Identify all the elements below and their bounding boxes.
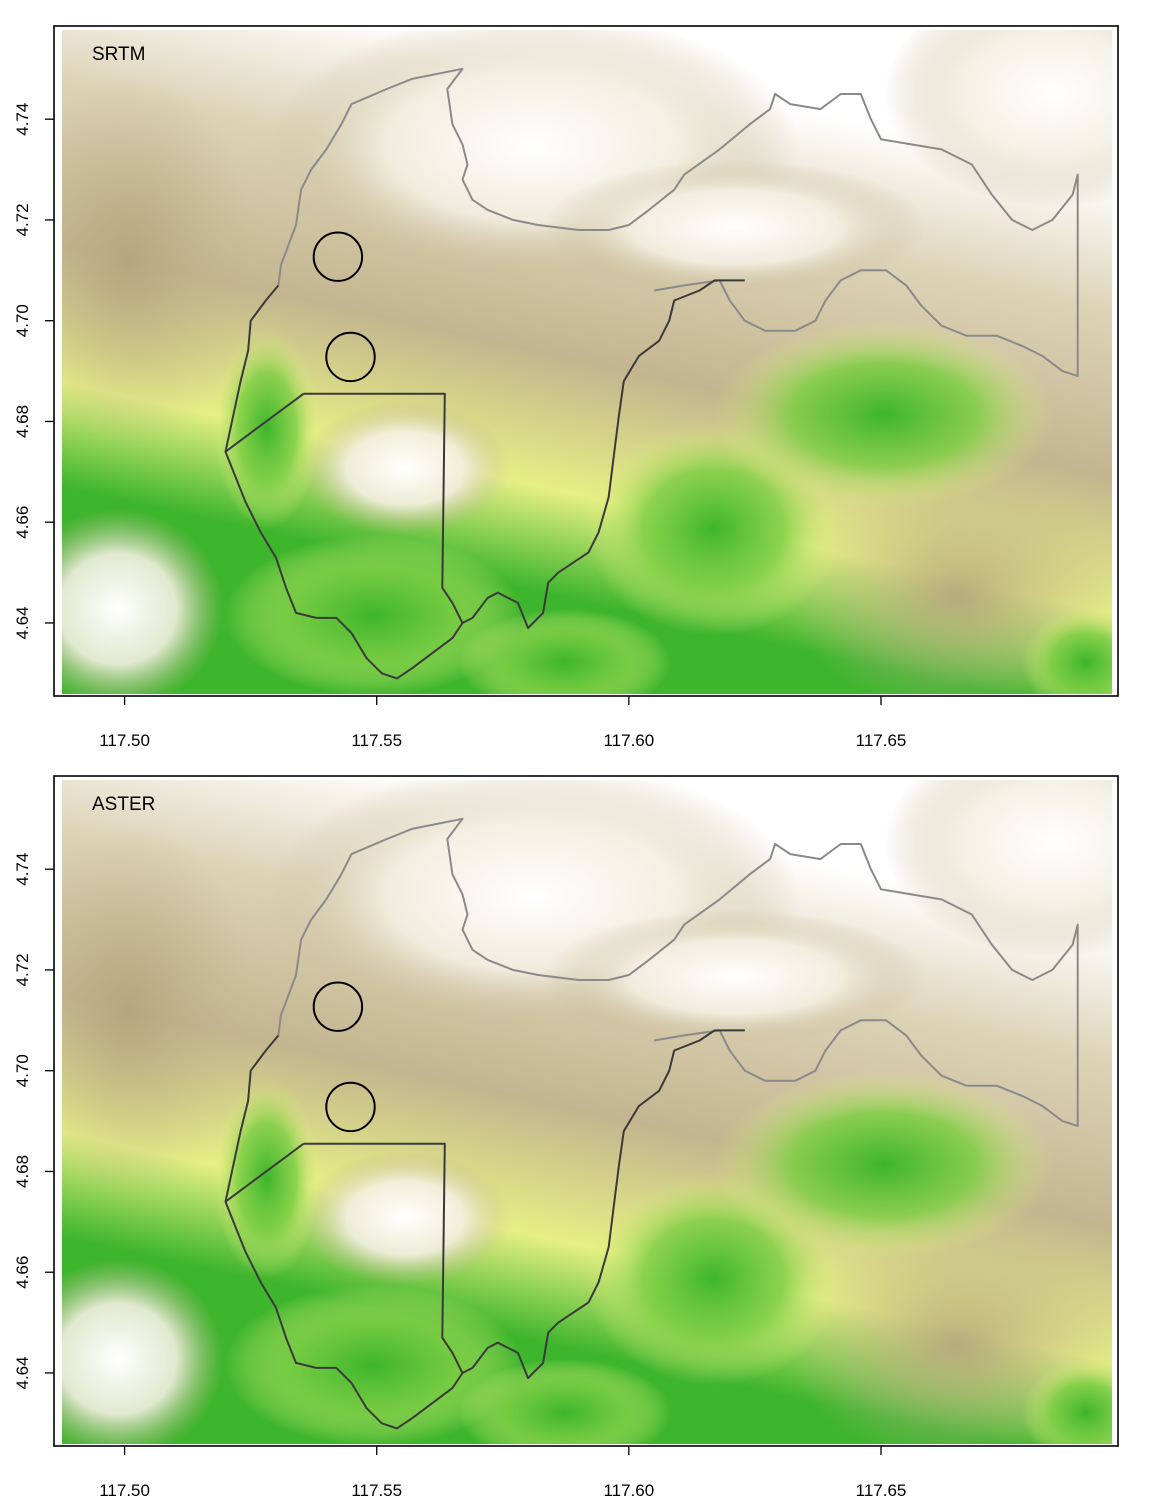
boundary-diagonal: [224, 1142, 305, 1203]
overlay-aster: [224, 817, 1079, 1430]
y-tick-label: 4.74: [13, 853, 32, 886]
boundary-upper: [277, 67, 1079, 378]
x-tick-label: 117.60: [603, 731, 654, 750]
terrain-patch: [62, 72, 257, 449]
highlight-circle: [312, 981, 364, 1032]
y-tick-label: 4.66: [13, 1256, 32, 1289]
panel-label-aster: ASTER: [92, 794, 155, 815]
terrain-patch: [224, 1285, 523, 1444]
x-tick-label: 117.55: [351, 731, 402, 750]
terrain-raster-aster: [62, 780, 1112, 1444]
panel-label-srtm: SRTM: [92, 44, 145, 65]
terrain-patch: [213, 327, 320, 529]
overlay-srtm: [224, 67, 1079, 680]
y-tick-label: 4.70: [13, 304, 32, 337]
y-tick-label: 4.70: [13, 1054, 32, 1087]
highlight-circle: [312, 231, 364, 282]
y-tick-label: 4.66: [13, 506, 32, 539]
terrain-patch: [713, 1070, 1055, 1259]
y-tick-label: 4.64: [13, 1356, 32, 1389]
boundary-left: [224, 284, 464, 680]
terrain-patch: [1022, 608, 1112, 694]
plot-frame-aster: [53, 775, 1119, 1447]
x-tick-label: 117.55: [351, 1481, 402, 1500]
terrain-patch: [543, 160, 927, 294]
terrain-patch: [1022, 1358, 1112, 1444]
terrain-patch: [62, 1258, 225, 1444]
x-tick-label: 117.50: [99, 731, 150, 750]
boundary-left: [224, 1034, 464, 1430]
boundary-lower: [303, 279, 745, 629]
boundary-lower: [303, 1029, 745, 1379]
panel-srtm: SRTM 117.50 117.55 117.60 117.65 4.644.664.…: [13, 25, 1119, 750]
terrain-patch: [298, 401, 512, 536]
terrain-patch: [713, 320, 1055, 509]
terrain-patch: [62, 822, 257, 1199]
y-tick-label: 4.68: [13, 1155, 32, 1188]
terrain-patch: [213, 1077, 320, 1279]
y-axis-aster: 4.64 4.66 4.68 4.70 4.72 4.74: [13, 853, 54, 1390]
y-tick-label: 4.68: [13, 405, 32, 438]
y-tick-label: 4.64: [13, 606, 32, 639]
terrain-raster-srtm: [62, 30, 1112, 694]
terrain-patch: [458, 608, 672, 694]
terrain-patch: [224, 535, 523, 694]
boundary-upper: [277, 817, 1079, 1128]
x-tick-label: 117.65: [856, 731, 907, 750]
x-axis-aster: 117.50 117.55 117.60 117.65: [99, 1446, 906, 1500]
panel-aster: ASTER 117.50 117.55 117.60 117.65 4.644.664…: [13, 775, 1119, 1500]
highlight-circle: [325, 1081, 376, 1133]
boundary-diagonal: [224, 392, 305, 453]
x-tick-label: 117.60: [603, 1481, 654, 1500]
terrain-patch: [543, 910, 927, 1044]
y-tick-label: 4.74: [13, 103, 32, 136]
y-tick-label: 4.72: [13, 203, 32, 236]
terrain-patch: [883, 30, 1112, 207]
plot-frame-srtm: [53, 25, 1119, 697]
terrain-patch: [62, 508, 225, 694]
highlight-circle: [325, 331, 376, 383]
y-axis-srtm: 4.64 4.66 4.68 4.70 4.72 4.74: [13, 103, 54, 640]
terrain-patch: [883, 780, 1112, 957]
terrain-patch: [458, 1358, 672, 1444]
x-axis-srtm: 117.50 117.55 117.60 117.65: [99, 696, 906, 750]
y-tick-label: 4.72: [13, 953, 32, 986]
x-tick-label: 117.65: [856, 1481, 907, 1500]
x-tick-label: 117.50: [99, 1481, 150, 1500]
terrain-patch: [298, 1151, 512, 1286]
